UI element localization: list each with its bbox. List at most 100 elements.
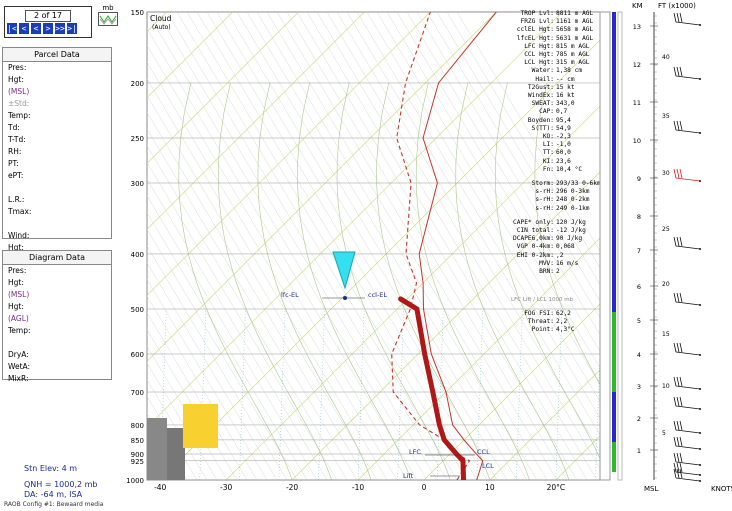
readout-row: Hail: -- cm <box>510 76 610 84</box>
parcel-data-title: Parcel Data <box>3 48 111 62</box>
barb-dot <box>699 132 701 134</box>
readout-row: KI: 23,6 <box>510 158 610 166</box>
readout-key: Hail: <box>510 76 554 84</box>
readout-key: s-rH: <box>510 205 554 213</box>
parcel-row: (MSL) <box>3 86 111 98</box>
barb-flag <box>674 397 676 406</box>
parcel-row <box>3 182 111 194</box>
barb-flag <box>680 67 682 76</box>
right-panels: KM FT (x1000) 13121110987654321 40353025… <box>596 0 732 511</box>
blue-bar <box>612 12 616 312</box>
parcel-row: T-Td: <box>3 134 111 146</box>
readout-key: CIN total: <box>510 227 554 235</box>
readout-row: Point: 4,3°C <box>510 326 610 334</box>
readout-key: Fn: <box>510 166 554 174</box>
readout-row: LCL Hgt: 315 m AGL <box>510 59 610 67</box>
barb-flag <box>674 377 676 386</box>
next-button[interactable]: > <box>43 23 53 34</box>
barb-flag <box>680 169 682 178</box>
wind-barb <box>676 246 700 249</box>
station-da: DA: -64 m, ISA <box>24 490 82 499</box>
km-tick-label: 2 <box>637 415 641 423</box>
wind-barb <box>676 76 700 79</box>
parcel-row: ±Std: <box>3 98 111 110</box>
green-bar-2 <box>612 442 616 472</box>
barb-dot <box>699 78 701 80</box>
readout-row: TROP Lvl: 8811 m AGL <box>510 10 610 18</box>
km-tick-label: 5 <box>637 317 641 325</box>
terrain-block-2 <box>167 428 185 480</box>
readout-key: LCL Hgt: <box>510 59 554 67</box>
diagram-rows: Pres: Hgt: (MSL) Hgt: (AGL) Temp: DryA: WetA: Mi… <box>3 265 111 385</box>
barb-flag <box>677 343 679 352</box>
readout-row: LI: -1,0 <box>510 141 610 149</box>
readout-key: SWEAT: <box>510 100 554 108</box>
parcel-rows: Pres: Hgt: (MSL) ±Std: Temp: Td: T-Td: RH: PT: eP… <box>3 62 111 266</box>
barb-flag <box>680 397 682 406</box>
readout-row: EHI 0-2km: ,2 <box>510 252 610 260</box>
last-page-button[interactable]: >| <box>67 23 77 34</box>
prev-button[interactable]: < <box>31 23 41 34</box>
fog-readout: FOG FSI: 62,2 Threat: 2,2 Point: 4,3°C <box>510 310 610 335</box>
wind-barb <box>676 446 700 449</box>
barb-flag <box>677 169 679 178</box>
wind-barb <box>676 302 700 305</box>
barb-dot <box>699 448 701 450</box>
readout-key: KO: <box>510 133 554 141</box>
readout-row: LFC Hgt: 815 m AGL <box>510 43 610 51</box>
barb-flag <box>677 121 679 130</box>
readout-key: VGP 0-4km: <box>510 243 554 251</box>
parcel-row: L.R.: <box>3 194 111 206</box>
wind-barb <box>676 430 700 433</box>
wind-barb <box>676 472 700 475</box>
page-label: 2 of 17 <box>25 10 71 22</box>
diagram-row: DryA: <box>3 349 111 361</box>
diagram-row: (MSL) <box>3 289 111 301</box>
readout-row: s-rH: 296 0-3km <box>510 188 610 196</box>
barb-flag <box>680 343 682 352</box>
unit-mb-button[interactable]: mb <box>98 4 118 30</box>
terrain-block <box>147 418 167 480</box>
km-tick-label: 13 <box>633 23 641 31</box>
wind-barb <box>676 386 700 389</box>
barb-flag <box>674 169 676 178</box>
diagram-data-title: Diagram Data <box>3 251 111 265</box>
diagram-data-panel: Diagram Data Pres: Hgt: (MSL) Hgt: (AGL) Temp… <box>2 250 112 380</box>
ft-ticks: 403530252015105 <box>662 54 670 437</box>
next-page-button[interactable]: >> <box>55 23 65 34</box>
diagram-row <box>3 337 111 349</box>
readout-row: FRZG Lvl: 1161 m AGL <box>510 18 610 26</box>
barb-flag <box>674 453 676 462</box>
km-tick-label: 7 <box>637 247 641 255</box>
barb-flag <box>677 13 679 22</box>
wind-barb <box>676 462 700 465</box>
km-tick-label: 12 <box>633 61 641 69</box>
barb-flag <box>674 121 676 130</box>
km-tick-label: 4 <box>637 351 641 359</box>
ft-tick-label: 30 <box>662 170 670 177</box>
pressure-tick-label: 200 <box>131 80 144 88</box>
diagram-row: MixR: <box>3 373 111 385</box>
station-qnh: QNH = 1000,2 mb <box>24 480 98 489</box>
indices-readout: TROP Lvl: 8811 m AGL FRZG Lvl: 1161 m AGL cc… <box>510 10 610 276</box>
ft-tick-label: 40 <box>662 54 670 61</box>
diagram-row: Pres: <box>3 265 111 277</box>
readout-row: VGP 0-4km: 0,068 <box>510 243 610 251</box>
first-page-button[interactable]: |< <box>7 23 17 34</box>
barb-flag <box>677 293 679 302</box>
barb-dot <box>699 24 701 26</box>
readout-key: FOG FSI: <box>510 310 554 318</box>
barb-flag <box>680 437 682 446</box>
wind-barb <box>676 22 700 25</box>
readout-row: SWEAT: 343,0 <box>510 100 610 108</box>
barb-flag <box>680 293 682 302</box>
msl-label: MSL <box>644 485 658 493</box>
pressure-tick-label: 250 <box>131 135 144 143</box>
km-tick-label: 3 <box>637 383 641 391</box>
temp-tick-label: -30 <box>220 483 232 492</box>
barb-dot <box>699 180 701 182</box>
barb-dot <box>699 474 701 476</box>
prev-page-button[interactable]: < <box>19 23 29 34</box>
readout-key: CAP: <box>510 108 554 116</box>
barb-dot <box>699 480 701 482</box>
